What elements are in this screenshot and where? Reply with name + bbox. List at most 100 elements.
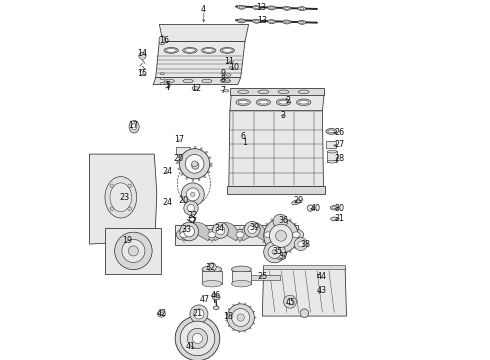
Ellipse shape — [202, 280, 222, 287]
Ellipse shape — [258, 90, 269, 94]
Circle shape — [264, 241, 285, 263]
Ellipse shape — [207, 171, 210, 173]
Polygon shape — [230, 94, 324, 111]
Ellipse shape — [212, 294, 217, 297]
Text: 47: 47 — [199, 295, 210, 304]
Ellipse shape — [249, 327, 251, 329]
Ellipse shape — [180, 232, 188, 238]
Bar — [176, 147, 190, 154]
Circle shape — [284, 295, 296, 308]
Ellipse shape — [300, 8, 304, 10]
Ellipse shape — [225, 314, 228, 315]
Ellipse shape — [178, 168, 181, 170]
Bar — [248, 274, 280, 280]
Ellipse shape — [268, 6, 275, 10]
Text: 35: 35 — [272, 247, 282, 256]
Ellipse shape — [192, 179, 194, 181]
Text: 16: 16 — [159, 36, 169, 45]
Text: 20: 20 — [179, 197, 189, 205]
Ellipse shape — [270, 7, 273, 9]
Ellipse shape — [224, 90, 229, 92]
Ellipse shape — [225, 79, 230, 81]
Ellipse shape — [297, 241, 299, 243]
Ellipse shape — [258, 100, 269, 104]
Ellipse shape — [177, 162, 180, 163]
Ellipse shape — [225, 320, 228, 321]
Bar — [263, 265, 345, 269]
Text: 43: 43 — [317, 287, 326, 295]
Ellipse shape — [292, 200, 300, 205]
Ellipse shape — [277, 216, 278, 219]
Text: 25: 25 — [257, 272, 268, 281]
Circle shape — [194, 309, 204, 319]
Circle shape — [193, 333, 202, 343]
Polygon shape — [153, 77, 241, 85]
Text: 17: 17 — [174, 135, 185, 144]
Ellipse shape — [283, 6, 291, 10]
Ellipse shape — [236, 232, 244, 238]
Ellipse shape — [278, 90, 289, 94]
Text: 14: 14 — [137, 49, 147, 58]
Ellipse shape — [238, 90, 248, 94]
Ellipse shape — [285, 7, 289, 9]
Bar — [326, 141, 337, 148]
Text: 33: 33 — [182, 225, 192, 234]
Ellipse shape — [271, 219, 273, 221]
Ellipse shape — [238, 5, 245, 9]
Ellipse shape — [245, 303, 246, 305]
Ellipse shape — [160, 82, 164, 85]
Circle shape — [122, 239, 145, 262]
Circle shape — [275, 230, 286, 241]
Ellipse shape — [289, 229, 304, 240]
Polygon shape — [262, 266, 346, 316]
Bar — [327, 151, 337, 162]
Ellipse shape — [160, 73, 164, 75]
Bar — [231, 271, 251, 284]
Text: 28: 28 — [334, 154, 344, 163]
Ellipse shape — [264, 232, 272, 238]
Circle shape — [110, 207, 114, 211]
Circle shape — [272, 249, 277, 255]
Text: 41: 41 — [185, 342, 196, 351]
Ellipse shape — [213, 306, 219, 310]
Text: 4: 4 — [201, 4, 206, 13]
Ellipse shape — [159, 36, 166, 45]
Ellipse shape — [245, 330, 246, 332]
Ellipse shape — [203, 175, 206, 178]
Ellipse shape — [110, 183, 132, 212]
Circle shape — [248, 225, 257, 234]
Ellipse shape — [228, 325, 230, 327]
Ellipse shape — [255, 20, 258, 22]
Circle shape — [184, 226, 195, 237]
Ellipse shape — [263, 229, 265, 230]
Text: 39: 39 — [249, 223, 259, 232]
Ellipse shape — [160, 312, 163, 315]
Circle shape — [308, 205, 314, 211]
Circle shape — [270, 224, 293, 247]
Circle shape — [128, 207, 131, 211]
Polygon shape — [227, 186, 325, 194]
Circle shape — [213, 222, 228, 238]
Ellipse shape — [166, 49, 176, 52]
Ellipse shape — [289, 251, 291, 253]
Text: 9: 9 — [221, 69, 226, 78]
Ellipse shape — [296, 99, 311, 105]
Ellipse shape — [202, 266, 222, 273]
Circle shape — [232, 309, 250, 327]
Ellipse shape — [203, 49, 214, 52]
Ellipse shape — [183, 79, 193, 83]
Circle shape — [185, 154, 204, 173]
Ellipse shape — [238, 19, 245, 23]
Text: 3: 3 — [280, 111, 285, 120]
Text: 46: 46 — [211, 291, 220, 300]
Ellipse shape — [289, 219, 291, 221]
Circle shape — [139, 52, 146, 59]
Circle shape — [208, 263, 216, 271]
Ellipse shape — [256, 99, 270, 105]
Ellipse shape — [183, 150, 185, 153]
Ellipse shape — [186, 177, 188, 179]
Ellipse shape — [266, 247, 268, 249]
Ellipse shape — [283, 253, 285, 255]
Polygon shape — [90, 154, 157, 244]
Circle shape — [181, 183, 204, 206]
